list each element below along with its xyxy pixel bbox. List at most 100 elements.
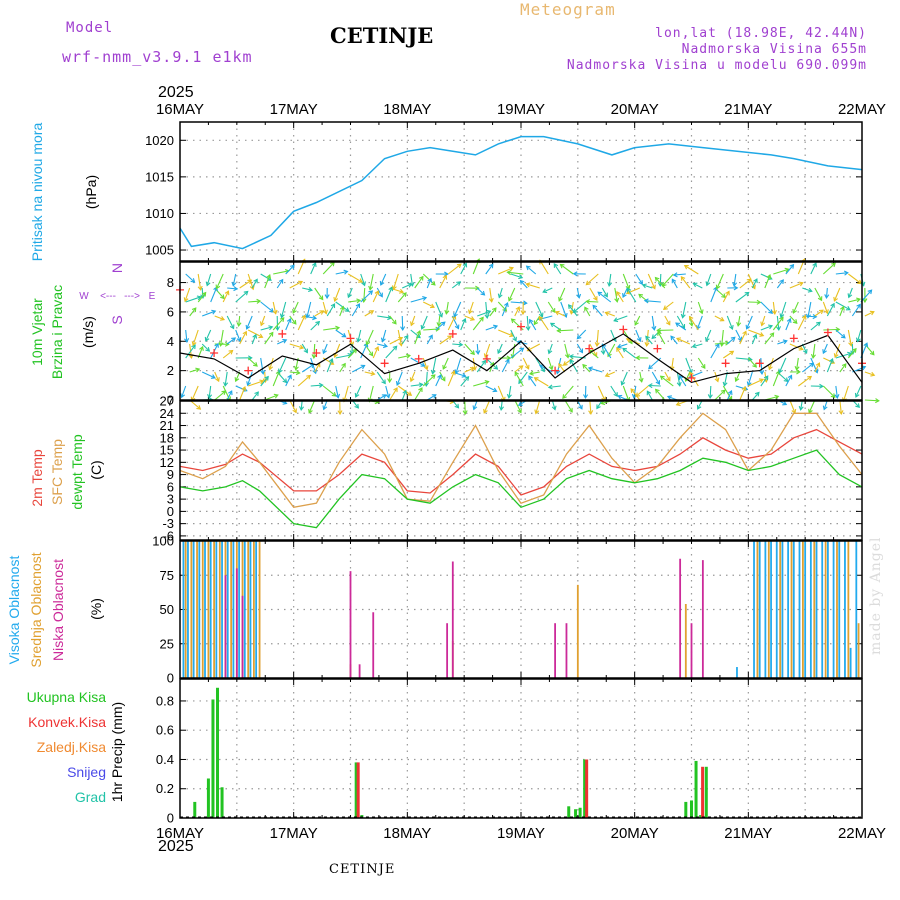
wind-arrow-head [518, 365, 524, 370]
wind-arrow [535, 399, 541, 414]
wind-arrow [607, 343, 616, 357]
wind-arrow [721, 329, 724, 346]
wind-arrow [498, 267, 514, 275]
wind-arrow-head [705, 336, 710, 343]
wind-arrow-head [688, 315, 694, 321]
wind-arrow [760, 325, 773, 331]
wind-arrow-head [830, 393, 836, 398]
wind-arrow-head [484, 380, 490, 385]
wind-arrow-head [691, 343, 697, 349]
wind-arrow-head [262, 378, 268, 384]
wind-arrow-head [594, 342, 600, 348]
wind-arrow [410, 297, 427, 303]
wind-arrow-head [204, 336, 210, 342]
wind-arrow-head [368, 351, 374, 357]
wind-arrow [692, 343, 703, 348]
wind-arrow [197, 273, 202, 290]
wind-arrow-head [440, 321, 446, 327]
wind-arrow-head [428, 334, 433, 340]
wind-arrow-head [305, 313, 311, 319]
wind-arrow-head [779, 313, 785, 319]
wind-arrow [605, 371, 616, 377]
wind-arrow-head [744, 291, 750, 297]
wind-arrow [839, 306, 845, 317]
wind-arrow-head [488, 263, 494, 269]
wind-arrow-head [830, 302, 835, 308]
wind-arrow [432, 357, 437, 374]
wind-arrow [310, 262, 317, 275]
wind-arrow-head [312, 369, 318, 375]
wind-arrow-head [464, 376, 470, 381]
wind-arrow [313, 343, 316, 359]
x-day-label-bottom: 17MAY [270, 825, 318, 842]
wind-arrow [839, 399, 842, 414]
wind-arrow [613, 315, 628, 322]
wind-arrow [856, 329, 862, 342]
wind-arrow [564, 343, 569, 358]
y-tick-label: 12 [160, 455, 174, 470]
wind-arrow-head [385, 393, 391, 399]
wind-arrow-head [243, 290, 249, 296]
wind-arrow [205, 329, 212, 342]
wind-arrow [435, 374, 442, 387]
precip-total-bar [211, 699, 215, 818]
wind-arrow [664, 315, 671, 325]
wind-arrow-head [763, 375, 769, 381]
wind-arrow [392, 273, 399, 290]
wind-arrow [847, 329, 852, 346]
wind-arrow-head [525, 282, 531, 288]
wind-arrow [848, 298, 861, 303]
wind-arrow-head [393, 387, 398, 393]
wind-arrow [485, 385, 497, 392]
wind-arrow [555, 311, 566, 317]
wind-arrow-head [437, 374, 442, 380]
wind-arrow [634, 315, 641, 326]
precip-total-bar [583, 759, 587, 818]
wind-arrow-head [507, 296, 513, 302]
compass-w: W [79, 291, 89, 302]
wind-arrow [468, 301, 474, 314]
wind-arrow [764, 332, 775, 345]
wind-arrow-head [402, 389, 408, 395]
wind-arrow-head [427, 277, 433, 283]
wind-arrow-head [491, 307, 497, 313]
wind-gust-point [789, 334, 798, 343]
wind-arrow [385, 345, 398, 359]
wind-arrow-head [392, 345, 398, 351]
cloud-high-ylabel: Visoka Oblacnost [6, 556, 22, 665]
wind-arrow [301, 363, 315, 373]
wind-arrow [335, 270, 348, 275]
wind-arrow [814, 309, 824, 317]
wind-arrow-head [210, 374, 216, 379]
precip-total-bar [206, 778, 210, 818]
wind-arrow-head [727, 389, 733, 395]
wind-arrow [285, 264, 295, 275]
wind-arrow-head [692, 282, 698, 288]
wind-arrow-head [542, 288, 548, 294]
pressure-line [179, 135, 863, 250]
wind-arrow-head [454, 403, 460, 409]
model-name: wrf-nmm_v3.9.1 e1km [62, 48, 253, 66]
precip-total-bar [694, 760, 698, 818]
wind-arrow-head [360, 364, 366, 370]
t2m-ylabel: 2m Temp [29, 449, 45, 507]
wind-arrow [514, 371, 524, 387]
wind-arrow [526, 283, 540, 289]
wind-arrow-head [517, 401, 523, 406]
wind-arrow-head [508, 266, 514, 272]
wind-arrow [714, 315, 724, 322]
wind-arrow [489, 362, 494, 373]
wind-arrow [280, 301, 287, 318]
wind-arrow [621, 371, 628, 386]
wind-arrow [616, 347, 624, 359]
wind-arrow-head [645, 335, 650, 341]
wind-arrow [247, 357, 258, 367]
wind-arrow-head [616, 346, 621, 352]
wind-arrow-head [815, 362, 821, 368]
y-tick-label: 75 [160, 568, 174, 583]
wind-arrow [451, 281, 461, 289]
wind-arrow [630, 388, 641, 401]
wind-arrow [247, 371, 253, 386]
wind-arrow-head [358, 278, 363, 283]
wind-arrow-head [516, 339, 522, 345]
